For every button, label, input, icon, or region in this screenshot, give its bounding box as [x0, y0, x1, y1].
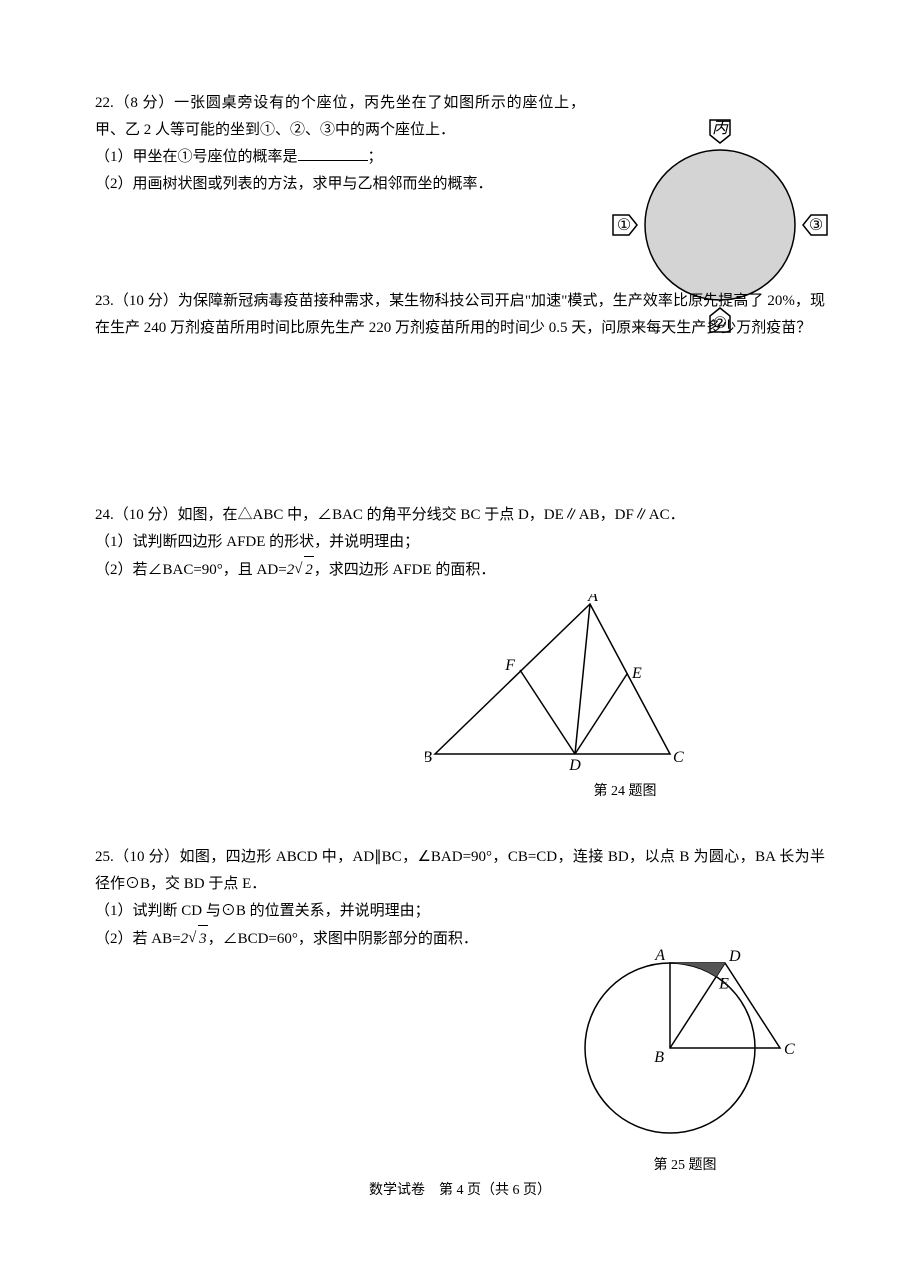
svg-text:丙: 丙	[712, 120, 730, 137]
svg-text:③: ③	[809, 217, 823, 234]
svg-text:A: A	[587, 594, 598, 605]
figure-24: A B C D E F 第 24 题图	[425, 594, 825, 804]
svg-text:①: ①	[617, 217, 631, 234]
svg-text:A: A	[654, 947, 665, 964]
svg-text:D: D	[568, 757, 581, 774]
problem-24: 24.（10 分）如图，在△ABC 中，∠BAC 的角平分线交 BC 于点 D，…	[95, 502, 825, 804]
svg-text:D: D	[728, 948, 741, 965]
svg-text:F: F	[504, 657, 515, 674]
page-footer: 数学试卷 第 4 页（共 6 页）	[95, 1178, 825, 1203]
p24-sub2: （2）若∠BAC=90°，且 AD=22，求四边形 AFDE 的面积．	[95, 556, 825, 584]
problem-22: 丙 ① ③ ② 22.（8 分）一张圆桌旁设有的个座位，丙先坐在了如图所示的座位…	[95, 90, 825, 258]
figure-25: A B C D E 第 25 题图	[565, 933, 805, 1178]
p24-header: 24.（10 分）如图，在△ABC 中，∠BAC 的角平分线交 BC 于点 D，…	[95, 502, 825, 529]
p22-sub2: （2）用画树状图或列表的方法，求甲与乙相邻而坐的概率．	[95, 171, 585, 198]
p23-text: 23.（10 分）为保障新冠病毒疫苗接种需求，某生物科技公司开启"加速"模式，生…	[95, 288, 825, 342]
svg-text:E: E	[718, 976, 729, 993]
blank-fill	[298, 146, 368, 161]
p22-sub1: （1）甲坐在①号座位的概率是；	[95, 144, 585, 171]
p22-header: 22.（8 分）一张圆桌旁设有的个座位，丙先坐在了如图所示的座位上，甲、乙 2 …	[95, 90, 585, 144]
svg-text:C: C	[784, 1041, 795, 1058]
svg-text:C: C	[673, 749, 684, 766]
svg-text:B: B	[654, 1049, 664, 1066]
problem-25: 25.（10 分）如图，四边形 ABCD 中，AD∥BC，∠BAD=90°，CB…	[95, 844, 825, 953]
svg-text:B: B	[425, 749, 432, 766]
p24-sub1: （1）试判断四边形 AFDE 的形状，并说明理由；	[95, 529, 825, 556]
problem-23: 23.（10 分）为保障新冠病毒疫苗接种需求，某生物科技公司开启"加速"模式，生…	[95, 288, 825, 472]
figure-25-caption: 第 25 题图	[565, 1153, 805, 1178]
svg-text:E: E	[631, 665, 642, 682]
p25-header: 25.（10 分）如图，四边形 ABCD 中，AD∥BC，∠BAD=90°，CB…	[95, 844, 825, 898]
figure-24-caption: 第 24 题图	[425, 779, 825, 804]
p25-sub1: （1）试判断 CD 与⊙B 的位置关系，并说明理由；	[95, 898, 825, 925]
